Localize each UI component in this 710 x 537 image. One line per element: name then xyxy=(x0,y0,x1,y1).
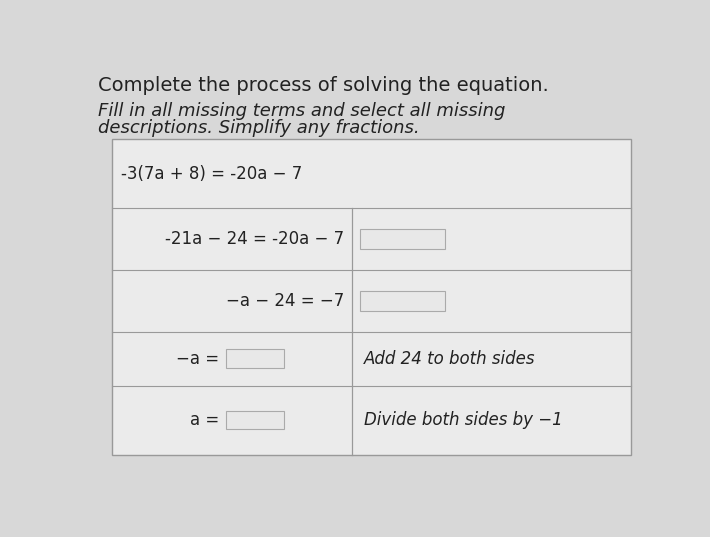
FancyBboxPatch shape xyxy=(226,350,284,368)
Text: Fill in all missing terms and select all missing: Fill in all missing terms and select all… xyxy=(98,102,506,120)
FancyBboxPatch shape xyxy=(360,291,445,311)
Text: −a − 24 = −7: −a − 24 = −7 xyxy=(226,292,344,310)
Text: descriptions. Simplify any fractions.: descriptions. Simplify any fractions. xyxy=(98,119,420,137)
Text: a =: a = xyxy=(190,411,224,429)
Text: Complete the process of solving the equation.: Complete the process of solving the equa… xyxy=(98,76,549,95)
FancyBboxPatch shape xyxy=(360,229,445,249)
Text: Divide both sides by −1: Divide both sides by −1 xyxy=(364,411,562,429)
Text: -21a − 24 = -20a − 7: -21a − 24 = -20a − 7 xyxy=(165,230,344,248)
Text: -3(7a + 8) = -20a − 7: -3(7a + 8) = -20a − 7 xyxy=(121,165,302,183)
FancyBboxPatch shape xyxy=(226,411,284,430)
Text: −a =: −a = xyxy=(176,350,224,368)
Text: Add 24 to both sides: Add 24 to both sides xyxy=(364,350,535,368)
FancyBboxPatch shape xyxy=(112,139,631,455)
